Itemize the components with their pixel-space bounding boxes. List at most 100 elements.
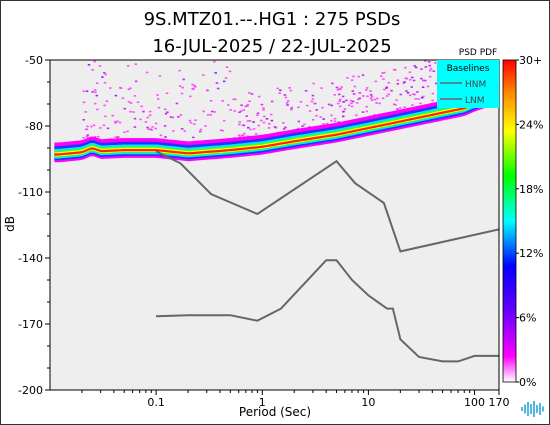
pdf-speckle — [424, 66, 428, 68]
pdf-speckle — [145, 71, 149, 74]
pdf-speckle — [182, 78, 185, 81]
pdf-speckle — [222, 80, 226, 83]
pdf-band-blue — [54, 91, 491, 161]
pdf-speckle — [392, 68, 396, 71]
pdf-speckle — [399, 93, 403, 96]
pdf-speckle — [336, 88, 340, 91]
pdf-speckle — [337, 121, 340, 124]
pdf-speckle — [383, 88, 386, 91]
pdf-speckle — [315, 109, 318, 111]
pdf-speckle — [134, 80, 138, 83]
legend-title: Baselines — [447, 64, 490, 74]
pdf-speckle — [365, 87, 369, 89]
pdf-speckle — [148, 110, 152, 113]
pdf-speckle — [365, 89, 368, 91]
pdf-speckle — [225, 66, 229, 68]
pdf-speckle — [369, 93, 373, 96]
pdf-speckle — [342, 115, 345, 118]
pdf-speckle — [164, 108, 167, 111]
pdf-speckle — [166, 111, 169, 114]
pdf-speckle — [243, 132, 246, 135]
pdf-speckle — [189, 95, 192, 98]
colorbar-tick-label: 30+ — [519, 54, 542, 67]
pdf-speckle — [392, 103, 396, 106]
pdf-speckle — [366, 95, 369, 98]
pdf-speckle — [414, 98, 418, 100]
chart-title-line-1: 9S.MTZ01.--.HG1 : 275 PSDs — [144, 9, 401, 30]
pdf-speckle — [239, 110, 243, 112]
pdf-speckle — [247, 126, 250, 129]
pdf-speckle — [129, 87, 132, 90]
pdf-speckle — [237, 123, 241, 126]
pdf-speckle — [133, 117, 137, 120]
pdf-speckle — [336, 102, 340, 105]
pdf-speckle — [179, 114, 183, 116]
pdf-speckle — [116, 120, 119, 123]
pdf-speckle — [422, 79, 425, 82]
y-tick-label: -200 — [18, 384, 43, 397]
pdf-speckle — [163, 125, 167, 127]
pdf-speckle — [434, 82, 438, 85]
pdf-speckle — [234, 98, 237, 101]
pdf-speckle — [341, 95, 345, 98]
pdf-speckle — [330, 120, 333, 122]
pdf-speckle — [252, 128, 256, 130]
pdf-speckle — [345, 99, 348, 102]
pdf-speckle — [315, 114, 318, 117]
pdf-speckle — [376, 97, 379, 100]
pdf-speckle — [93, 136, 97, 138]
pdf-speckle — [181, 86, 184, 89]
pdf-speckle — [395, 99, 398, 101]
pdf-speckle — [422, 95, 425, 98]
legend-hnm-label: HNM — [465, 80, 486, 90]
pdf-speckle — [379, 75, 383, 77]
pdf-speckle — [224, 77, 228, 79]
pdf-speckle — [154, 127, 158, 130]
pdf-speckle — [192, 136, 195, 139]
pdf-speckle — [267, 123, 271, 125]
colorbar-title: PSD PDF — [459, 48, 497, 58]
x-tick-label: 100 — [464, 396, 485, 409]
pdf-speckle — [126, 65, 130, 67]
pdf-speckle — [252, 121, 255, 123]
legend-lnm-label: LNM — [465, 96, 485, 106]
pdf-speckle — [414, 66, 418, 69]
pdf-speckle — [270, 100, 274, 103]
pdf-speckle — [221, 100, 224, 102]
pdf-speckle — [420, 77, 423, 80]
pdf-speckle — [106, 127, 110, 130]
pdf-speckle — [270, 119, 274, 122]
pdf-speckle — [424, 79, 427, 82]
pdf-speckle — [290, 106, 294, 109]
pdf-speckle — [257, 124, 261, 127]
pdf-speckle — [94, 102, 97, 105]
pdf-speckle — [342, 101, 345, 103]
pdf-speckle — [365, 110, 369, 113]
pdf-speckle — [238, 136, 242, 138]
pdf-speckle — [387, 81, 391, 84]
series-hnm-line — [155, 150, 499, 253]
pdf-speckle — [320, 87, 323, 89]
pdf-speckle — [338, 98, 342, 101]
pdf-speckle — [282, 128, 286, 130]
pdf-speckle — [347, 104, 351, 107]
pdf-speckle — [175, 102, 179, 105]
plot-border — [49, 59, 500, 391]
pdf-speckle — [104, 73, 107, 76]
pdf-speckle — [85, 128, 89, 131]
pdf-speckle — [405, 90, 408, 92]
pdf-speckle — [404, 66, 407, 69]
pdf-speckle — [87, 64, 91, 66]
pdf-speckle — [86, 125, 89, 128]
pdf-density — [54, 60, 499, 363]
pdf-speckle — [333, 120, 337, 123]
legend-box — [437, 60, 499, 108]
pdf-speckle — [109, 87, 112, 89]
pdf-speckle — [242, 109, 245, 111]
pdf-speckle — [338, 88, 341, 90]
pdf-speckle — [269, 113, 273, 116]
pdf-speckle — [85, 136, 89, 138]
x-axis-label: Period (Sec) — [239, 405, 311, 419]
colorbar: 30+ 24% 18% 12% 6% 0% — [502, 54, 543, 389]
